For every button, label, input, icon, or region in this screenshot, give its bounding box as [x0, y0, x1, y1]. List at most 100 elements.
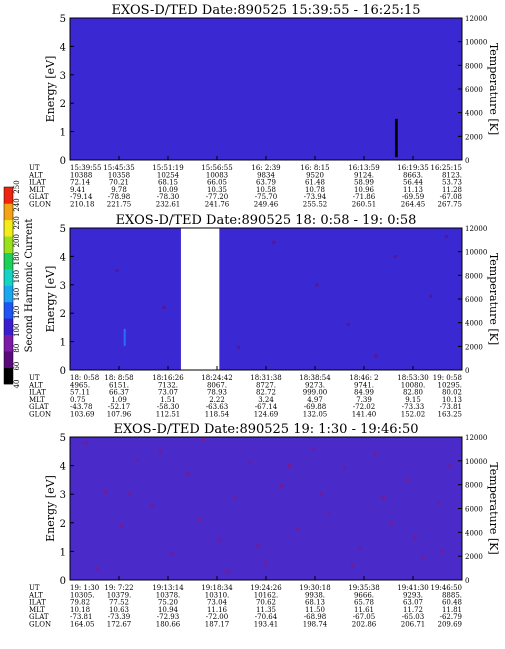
panel-2-orbit-alt-0: 4965.	[70, 381, 90, 389]
panel-1-plot-area	[70, 18, 462, 160]
panel-2-orbit-glon-6: 141.40	[352, 411, 377, 419]
panel-2-orbit-ilat-2: 73.07	[158, 389, 178, 397]
panel-2-orbit-glat-1: -52.17	[108, 403, 130, 411]
panel-3-orbit-ilat-6: 65.78	[354, 599, 374, 607]
colorbar-tick-5: 140	[13, 288, 21, 301]
panel-3-speckle-13	[295, 527, 299, 531]
panel-3-orbit-glat-8: -62.79	[440, 613, 462, 621]
panel-1-orbit-glat-1: -78.98	[108, 193, 130, 201]
panel-3-orbit-alt-3: 10310.	[205, 591, 230, 599]
panel-2-orbit-ilat-3: 78.93	[207, 389, 227, 397]
panel-1-orbit-ut-2: 15:51:19	[152, 164, 183, 172]
panel-3-speckle-12	[280, 484, 284, 488]
colorbar-segment-1	[4, 351, 13, 368]
colorbar-tick-7: 180	[13, 252, 21, 265]
panel-3-speckle-30	[127, 492, 131, 496]
panel-1-orbit-label-glat: GLAT	[29, 193, 49, 201]
panel-1-ytick-5: 5	[60, 14, 66, 25]
panel-3-orbit-ut-5: 19:30:18	[299, 584, 330, 592]
panel-1-orbit-ut-5: 16: 8:15	[300, 164, 329, 172]
panel-3-orbit-alt-2: 10378.	[156, 591, 181, 599]
panel-1-orbit-ilat-5: 61.48	[305, 179, 325, 187]
panel-2-ytick-3: 3	[60, 281, 66, 292]
panel-1-orbit-label-ilat: ILAT	[29, 179, 46, 187]
panel-3-ytick-right-6: 12000	[465, 434, 487, 442]
panel-1-orbit-glon-3: 241.76	[205, 201, 230, 209]
panel-2-orbit-ut-5: 18:38:54	[299, 374, 331, 382]
panel-3-speckle-0	[84, 441, 88, 445]
panel-1-orbit-ilat-7: 56.44	[403, 179, 424, 187]
panel-1-orbit-alt-0: 10388	[70, 171, 92, 179]
panel-1-ytick-2: 2	[60, 99, 66, 110]
panel-3-orbit-mlt-0: 10.18	[70, 606, 90, 614]
panel-1-orbit-ilat-8: 53.73	[442, 179, 462, 187]
panel-2-orbit-mlt-4: 3.24	[258, 396, 274, 404]
panel-1-ytick-1: 1	[60, 128, 66, 139]
panel-1-ytick-right-3: 6000	[465, 86, 483, 94]
panel-3-speckle-33	[382, 495, 386, 499]
panel-2-orbit-alt-8: 10295.	[438, 381, 463, 389]
panel-3-orbit-ilat-2: 75.20	[158, 599, 178, 607]
panel-2-orbit-mlt-6: 7.39	[356, 396, 372, 404]
panel-2-ytick-1: 1	[60, 338, 66, 349]
panel-2-ytick-0: 0	[60, 366, 66, 377]
panel-3-orbit-glon-1: 172.67	[107, 621, 132, 629]
colorbar-tick-2: 80	[13, 344, 21, 353]
panel-2-orbit-glon-8: 163.25	[438, 411, 463, 419]
panel-1-orbit-ut-3: 15:56:55	[201, 164, 232, 172]
panel-3-orbit-label-ut: UT	[29, 584, 40, 592]
panel-1-orbit-ut-4: 16: 2:39	[251, 164, 280, 172]
panel-3-speckle-21	[421, 555, 425, 559]
panel-2-speckle-2	[272, 240, 276, 244]
panel-3-speckle-31	[256, 544, 260, 548]
panel-1-orbit-alt-1: 10358	[108, 171, 130, 179]
panel-2-speckle-0	[115, 269, 119, 273]
colorbar-segment-7	[4, 252, 13, 270]
panel-2-data-gap	[180, 228, 220, 370]
panel-2-orbit-label-mlt: MLT	[29, 396, 45, 404]
panel-3-orbit-alt-0: 10305.	[70, 591, 95, 599]
panel-1-orbit-alt-7: 8663.	[403, 171, 423, 179]
panel-3-orbit-glat-3: -72.00	[206, 613, 228, 621]
panel-1-ylabel: Energy [eV]	[44, 56, 57, 123]
panel-3-ytick-5: 5	[60, 433, 66, 444]
panel-3-speckle-7	[201, 438, 205, 442]
panel-1-orbit-glat-3: -77.20	[206, 193, 228, 201]
panel-3-orbit-mlt-7: 11.72	[403, 606, 423, 614]
panel-3-speckle-29	[413, 535, 417, 539]
panel-3-orbit-ilat-8: 60.48	[442, 599, 462, 607]
panel-3-speckle-24	[95, 567, 99, 571]
panel-2-orbit-glat-3: -63.63	[206, 403, 228, 411]
colorbar-segment-3	[4, 318, 13, 336]
panel-3-orbit-ilat-3: 73.04	[207, 599, 228, 607]
panel-1-orbit-mlt-2: 10.09	[158, 186, 178, 194]
panel-2-orbit-mlt-0: 0.75	[70, 396, 86, 404]
panel-3-orbit-label-alt: ALT	[28, 591, 43, 599]
panel-1-orbit-mlt-7: 11.13	[403, 186, 423, 194]
panel-1-orbit-ilat-1: 70.21	[109, 179, 129, 187]
panel-2-orbit-mlt-2: 1.51	[160, 396, 176, 404]
colorbar-segment-6	[4, 269, 13, 286]
panel-3-ytick-right-0: 0	[465, 577, 469, 585]
panel-3-ytick-4: 4	[60, 462, 66, 473]
panel-2-orbit-alt-5: 9273.	[305, 381, 325, 389]
panel-1-ytick-right-1: 2000	[465, 133, 483, 141]
colorbar-tick-4: 120	[13, 306, 21, 319]
panel-3-speckle-6	[186, 472, 190, 476]
panel-3-ylabel: Energy [eV]	[44, 475, 57, 542]
panel-1-orbit-mlt-6: 10.96	[354, 186, 375, 194]
panel-2-ytick-right-2: 4000	[465, 320, 483, 328]
panel-2-orbit-alt-4: 8727.	[256, 381, 276, 389]
panel-2-orbit-alt-2: 7132.	[158, 381, 178, 389]
panel-3-speckle-20	[405, 478, 409, 482]
panel-2-orbit-glon-2: 112.51	[156, 411, 181, 419]
panel-3-speckle-9	[233, 495, 237, 499]
panel-3-ytick-0: 0	[60, 576, 66, 587]
panel-1-orbit-glon-6: 260.51	[352, 201, 377, 209]
panel-3-orbit-mlt-1: 10.63	[109, 606, 129, 614]
panel-2-orbit-ut-6: 18:46: 2	[349, 374, 378, 382]
colorbar-segment-11	[4, 187, 13, 204]
colorbar-segment-4	[4, 301, 13, 319]
panel-2-orbit-mlt-5: 4.97	[307, 396, 323, 404]
